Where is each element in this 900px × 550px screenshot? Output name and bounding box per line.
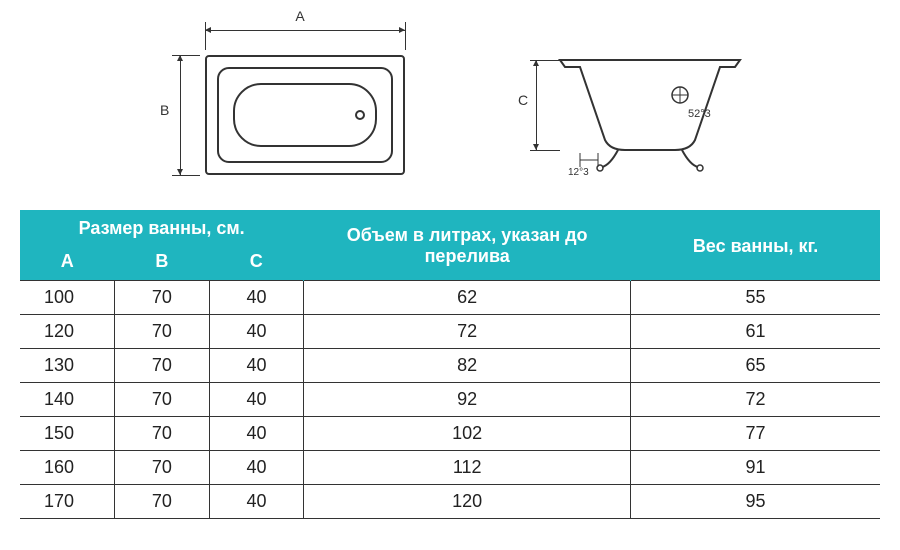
cell-vol: 92: [304, 383, 631, 417]
table-header: Размер ванны, см. Объем в литрах, указан…: [20, 210, 880, 281]
cell-wt: 77: [631, 417, 880, 451]
dimension-label-c: C: [518, 92, 528, 108]
cell-c: 40: [209, 383, 304, 417]
cell-a: 170: [20, 485, 115, 519]
table-row: 160704011291: [20, 451, 880, 485]
cell-a: 140: [20, 383, 115, 417]
cell-a: 150: [20, 417, 115, 451]
cell-vol: 72: [304, 315, 631, 349]
table-row: 170704012095: [20, 485, 880, 519]
cell-b: 70: [115, 315, 210, 349]
table-row: 12070407261: [20, 315, 880, 349]
cell-vol: 62: [304, 281, 631, 315]
cell-a: 120: [20, 315, 115, 349]
bathtub-top-view: A B: [150, 10, 460, 200]
side-angle-label: 52°3: [688, 108, 711, 120]
cell-c: 40: [209, 451, 304, 485]
cell-c: 40: [209, 485, 304, 519]
table-row: 150704010277: [20, 417, 880, 451]
cell-b: 70: [115, 451, 210, 485]
cell-b: 70: [115, 417, 210, 451]
table-row: 14070409272: [20, 383, 880, 417]
cell-vol: 120: [304, 485, 631, 519]
table-row: 13070408265: [20, 349, 880, 383]
header-weight: Вес ванны, кг.: [631, 210, 880, 281]
cell-c: 40: [209, 315, 304, 349]
cell-wt: 65: [631, 349, 880, 383]
cell-vol: 112: [304, 451, 631, 485]
cell-a: 100: [20, 281, 115, 315]
header-volume: Объем в литрах, указан до перелива: [304, 210, 631, 281]
cell-a: 160: [20, 451, 115, 485]
cell-wt: 95: [631, 485, 880, 519]
dimension-label-a: A: [295, 8, 304, 24]
header-c: C: [209, 245, 304, 281]
cell-vol: 102: [304, 417, 631, 451]
table-row: 10070406255: [20, 281, 880, 315]
bathtub-side-view: C 52°3: [520, 30, 750, 180]
cell-c: 40: [209, 281, 304, 315]
cell-vol: 82: [304, 349, 631, 383]
side-offset-label: 12°3: [568, 167, 589, 178]
cell-b: 70: [115, 281, 210, 315]
header-dimensions: Размер ванны, см.: [20, 210, 304, 245]
header-b: B: [115, 245, 210, 281]
cell-c: 40: [209, 417, 304, 451]
spec-table: Размер ванны, см. Объем в литрах, указан…: [20, 210, 880, 519]
diagram-area: A B C: [0, 0, 900, 210]
cell-wt: 72: [631, 383, 880, 417]
cell-b: 70: [115, 485, 210, 519]
cell-wt: 61: [631, 315, 880, 349]
cell-b: 70: [115, 349, 210, 383]
cell-wt: 55: [631, 281, 880, 315]
cell-wt: 91: [631, 451, 880, 485]
header-a: A: [20, 245, 115, 281]
cell-a: 130: [20, 349, 115, 383]
dimension-label-b: B: [160, 102, 169, 118]
spec-table-container: Размер ванны, см. Объем в литрах, указан…: [0, 210, 900, 519]
table-body: 1007040625512070407261130704082651407040…: [20, 281, 880, 519]
cell-c: 40: [209, 349, 304, 383]
cell-b: 70: [115, 383, 210, 417]
